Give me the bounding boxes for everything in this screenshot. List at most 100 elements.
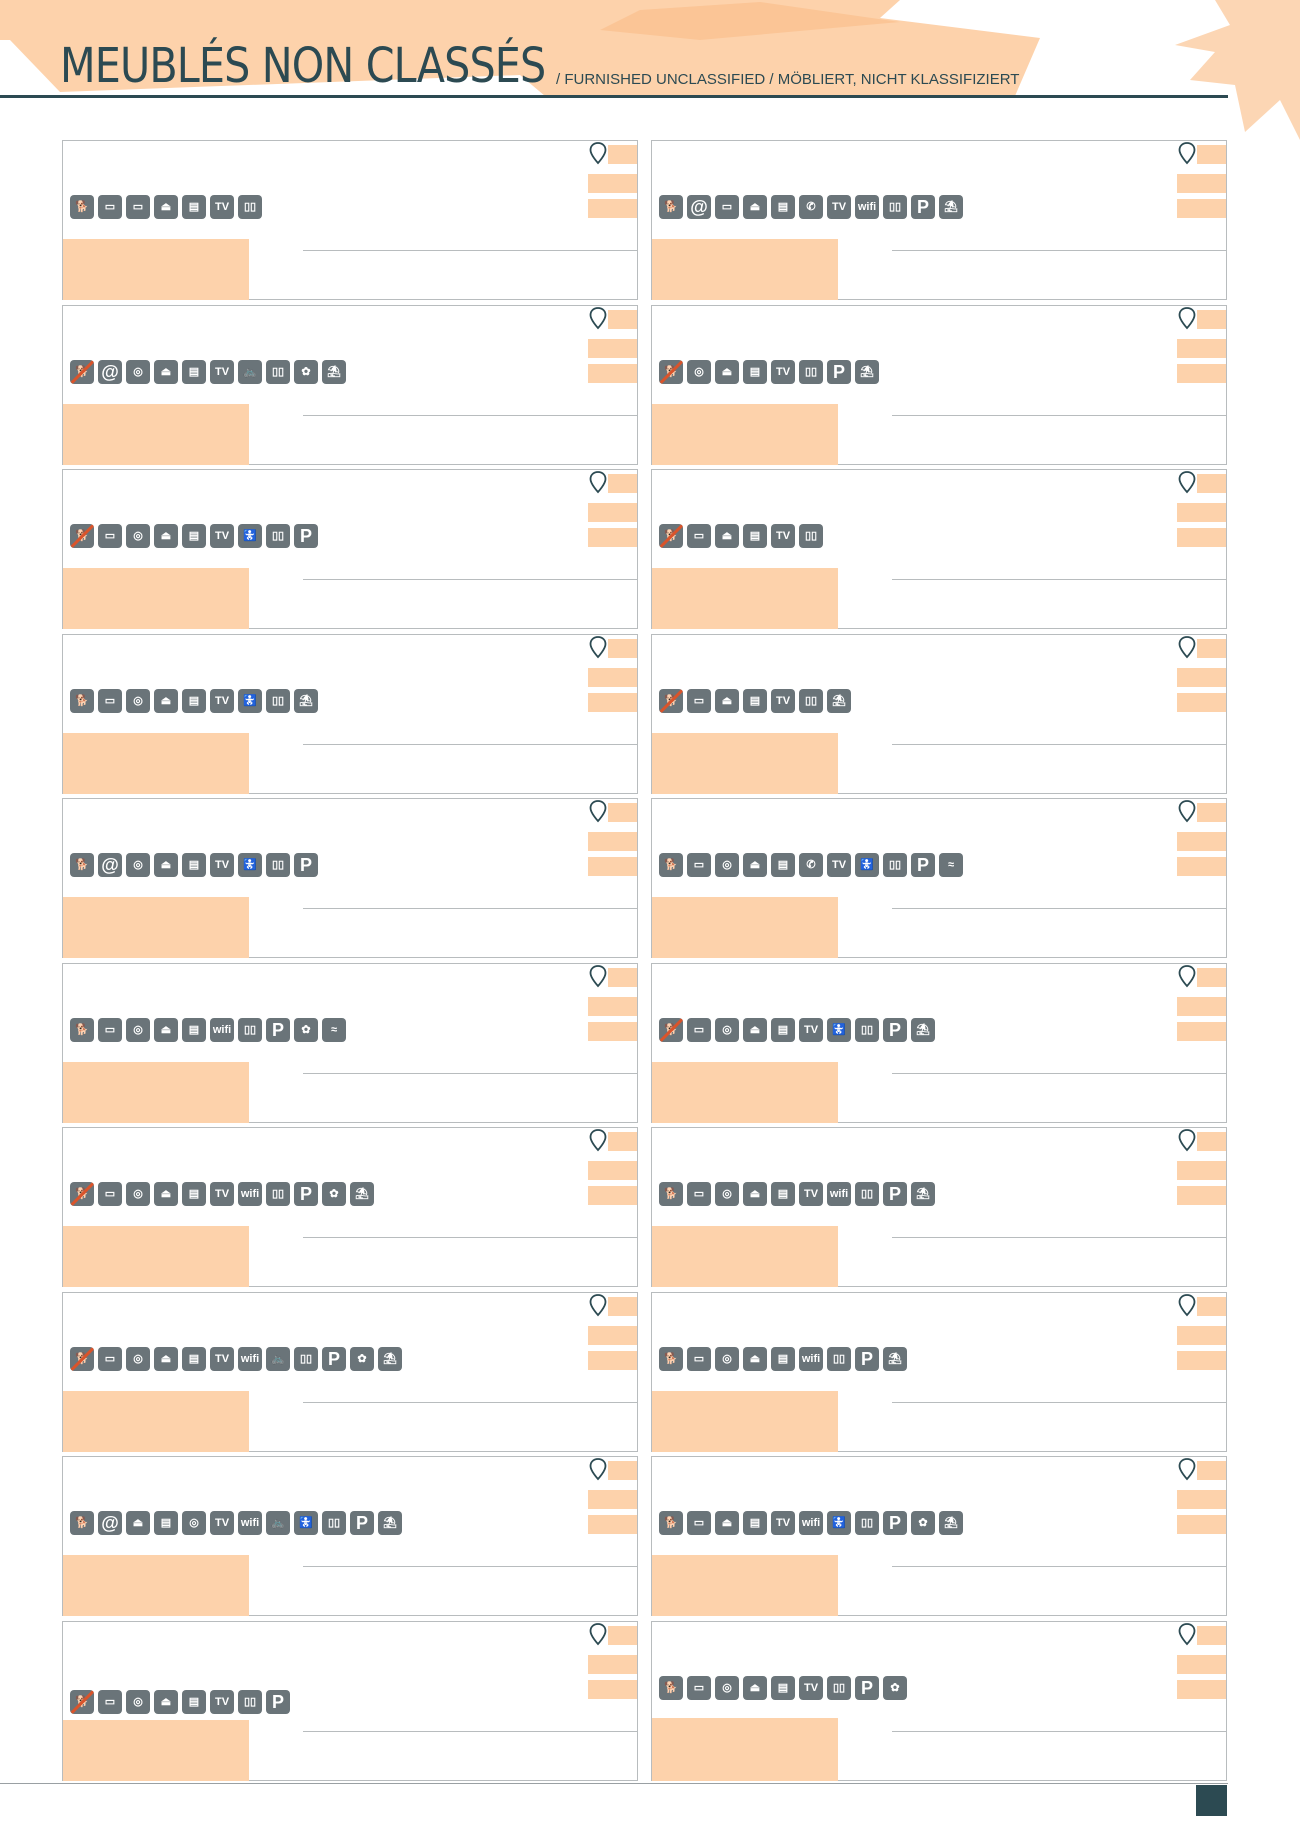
listing-photo-placeholder — [652, 897, 838, 958]
microwave-icon: ▭ — [687, 524, 711, 548]
terrace-icon: ⛱ — [378, 1347, 402, 1371]
wifi-icon: wifi — [210, 1018, 234, 1042]
sun-star-shape — [1175, 0, 1300, 140]
dishwasher-icon: ▤ — [743, 1511, 767, 1535]
separator-line — [303, 1731, 638, 1732]
dishwasher-icon: ▤ — [743, 524, 767, 548]
amenity-icons: 🐕 @ ⏏ ▤ ◎ TV wifi 🚲 🚼 ▯▯ P ⛱ — [70, 1511, 402, 1535]
separator-line — [892, 415, 1227, 416]
location-tag — [1197, 145, 1226, 164]
parking-icon: P — [294, 1182, 318, 1206]
no-pets-icon: 🐕 — [659, 360, 683, 384]
iron-icon: ⏏ — [743, 1676, 767, 1700]
amenity-icons: 🐕▭◎⏏▤TV🚼▯▯P — [70, 524, 318, 548]
separator-line — [303, 908, 638, 909]
listing-photo-placeholder — [652, 1062, 838, 1123]
listing-card: 🐕▭⏏▤TV▯▯ — [651, 469, 1227, 629]
separator-line — [892, 1073, 1227, 1074]
washing-machine-icon: ◎ — [126, 1182, 150, 1206]
internet-off-icon: ▭ — [98, 195, 122, 219]
washing-machine-icon: ◎ — [126, 1690, 150, 1714]
internet-icon: @ — [98, 360, 122, 384]
tv-icon: TV — [210, 1347, 234, 1371]
location-pin-icon — [589, 1294, 607, 1317]
swimming-pool-icon: ≈ — [322, 1018, 346, 1042]
tv-icon: TV — [210, 1690, 234, 1714]
dishwasher-icon: ▤ — [182, 1347, 206, 1371]
listing-card: 🐕▭⏏▤TV▯▯⛱ — [651, 634, 1227, 794]
linen-icon: ▯▯ — [238, 1690, 262, 1714]
dishwasher-icon: ▤ — [182, 853, 206, 877]
dishwasher-icon: ▤ — [182, 1690, 206, 1714]
pets-icon: 🐕 — [70, 1511, 94, 1535]
amenity-icons: 🐕 ▭ ◎ ⏏ ▤ TV 🚼 ▯▯ ⛱ — [70, 689, 318, 713]
wifi-icon: wifi — [238, 1511, 262, 1535]
internet-icon: @ — [687, 195, 711, 219]
microwave-icon: ▭ — [687, 1511, 711, 1535]
parking-icon: P — [322, 1347, 346, 1371]
location-tag — [608, 1626, 637, 1645]
tv-icon: TV — [210, 1182, 234, 1206]
parking-icon: P — [855, 1347, 879, 1371]
tv-icon: TV — [771, 1511, 795, 1535]
dishwasher-icon: ▤ — [771, 1182, 795, 1206]
pets-icon: 🐕 — [659, 1182, 683, 1206]
price-tag — [1177, 668, 1226, 687]
separator-line — [303, 1566, 638, 1567]
listing-photo-placeholder — [652, 568, 838, 629]
listing-card: 🐕 ▭ ◎ ⏏ ▤ TV 🚼 ▯▯ ⛱ — [62, 634, 638, 794]
terrace-icon: ⛱ — [378, 1511, 402, 1535]
listing-card: 🐕 ▭ ◎ ⏏ ▤ TV wifi ▯▯ P ⛱ — [651, 1127, 1227, 1287]
iron-icon: ⏏ — [154, 524, 178, 548]
baby-equipment-icon: 🚼 — [238, 853, 262, 877]
parking-icon: P — [883, 1511, 907, 1535]
price-tag — [588, 339, 637, 358]
price-tag — [1177, 1326, 1226, 1345]
separator-line — [303, 744, 638, 745]
listing-card: 🐕 ▭ ⏏ ▤ TV wifi 🚼 ▯▯ P ✿ ⛱ — [651, 1456, 1227, 1616]
tv-icon: TV — [827, 853, 851, 877]
price-tag — [1177, 1655, 1226, 1674]
microwave-icon: ▭ — [98, 1347, 122, 1371]
capacity-tag — [1177, 1680, 1226, 1699]
prohibited-slash — [70, 1347, 94, 1371]
linen-icon: ▯▯ — [855, 1511, 879, 1535]
header-decoration — [0, 0, 1300, 140]
tv-icon: TV — [771, 689, 795, 713]
price-tag — [1177, 997, 1226, 1016]
dishwasher-icon: ▤ — [182, 360, 206, 384]
baby-equipment-icon: 🚼 — [827, 1018, 851, 1042]
microwave-icon: ▭ — [98, 524, 122, 548]
linen-icon: ▯▯ — [799, 524, 823, 548]
microwave-icon: ▭ — [687, 1182, 711, 1206]
parking-icon: P — [294, 524, 318, 548]
internet-icon: @ — [98, 1511, 122, 1535]
linen-icon: ▯▯ — [855, 1182, 879, 1206]
listing-card: 🐕 ▭ ◎ ⏏ ▤ TV ▯▯ P ✿ — [651, 1621, 1227, 1781]
iron-icon: ⏏ — [126, 1511, 150, 1535]
terrace-icon: ⛱ — [322, 360, 346, 384]
dishwasher-icon: ▤ — [182, 689, 206, 713]
amenity-icons: 🐕 @ ◎ ⏏ ▤ TV 🚼 ▯▯ P — [70, 853, 318, 877]
pets-icon: 🐕 — [659, 1347, 683, 1371]
pets-icon: 🐕 — [70, 195, 94, 219]
iron-icon: ⏏ — [743, 853, 767, 877]
listing-photo-placeholder — [63, 1720, 249, 1781]
listing-card: 🐕▭◎⏏▤TV🚼▯▯P — [62, 469, 638, 629]
capacity-tag — [1177, 1351, 1226, 1370]
wifi-icon: wifi — [238, 1182, 262, 1206]
price-tag — [1177, 832, 1226, 851]
tv-icon: TV — [771, 360, 795, 384]
iron-icon: ⏏ — [743, 1182, 767, 1206]
swimming-pool-icon: ≈ — [939, 853, 963, 877]
location-pin-icon — [589, 142, 607, 165]
pets-icon: 🐕 — [70, 853, 94, 877]
bike-storage-icon: 🚲 — [266, 1511, 290, 1535]
iron-icon: ⏏ — [743, 195, 767, 219]
dishwasher-icon: ▤ — [182, 524, 206, 548]
separator-line — [892, 1237, 1227, 1238]
bike-storage-icon: 🚲 — [266, 1347, 290, 1371]
capacity-tag — [1177, 364, 1226, 383]
amenity-icons: 🐕 ▭ ◎ ⏏ ▤ TV wifi ▯▯ P ⛱ — [659, 1182, 935, 1206]
capacity-tag — [588, 1351, 637, 1370]
